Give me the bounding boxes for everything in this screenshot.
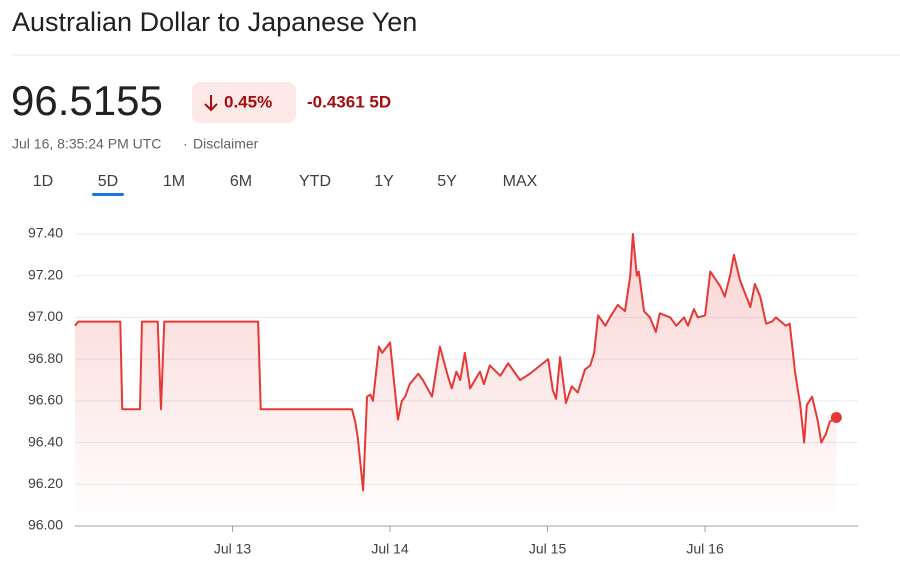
separator: · (183, 136, 188, 152)
y-tick-label: 97.00 (28, 308, 63, 324)
price-line (74, 233, 837, 492)
active-tab-indicator (92, 193, 124, 196)
range-tabs: 1D 5D 1M 6M YTD 1Y 5Y MAX (33, 173, 538, 196)
down-arrow-icon (204, 95, 218, 112)
y-tick-label: 96.20 (28, 475, 63, 491)
range-tab[interactable]: 5Y (437, 173, 457, 190)
change-percent: 0.45% (224, 92, 272, 111)
x-tick-label: Jul 15 (529, 541, 567, 557)
y-tick-label: 96.00 (28, 517, 63, 533)
y-tick-label: 96.40 (28, 433, 63, 449)
plot: 96.00 96.20 96.40 96.60 96.80 97.00 97.20 97.40… (28, 225, 858, 557)
range-tab[interactable]: 6M (230, 173, 252, 190)
y-tick-label: 96.60 (28, 392, 63, 408)
change-badge (192, 82, 296, 123)
y-tick-label: 96.80 (28, 350, 63, 366)
price: 96.5155 (11, 77, 163, 124)
range-tab[interactable]: 1Y (374, 173, 394, 190)
range-tab[interactable]: 5D (98, 173, 118, 190)
x-tick-label: Jul 13 (214, 541, 252, 557)
price-area (75, 234, 837, 526)
range-tab[interactable]: YTD (299, 173, 331, 190)
timestamp: Jul 16, 8:35:24 PM UTC (12, 136, 161, 152)
change-absolute: -0.4361 5D (307, 92, 391, 111)
y-tick-label: 97.20 (28, 266, 63, 282)
range-tab[interactable]: 1M (163, 173, 185, 190)
range-tab[interactable]: 1D (33, 173, 53, 190)
y-tick-label: 97.40 (28, 225, 63, 241)
x-tick-label: Jul 14 (371, 541, 409, 557)
title: Australian Dollar to Japanese Yen (12, 7, 417, 37)
last-price-dot (830, 412, 842, 424)
range-tab[interactable]: MAX (503, 173, 538, 190)
disclaimer-link[interactable]: Disclaimer (193, 136, 259, 152)
x-tick-label: Jul 16 (686, 541, 724, 557)
